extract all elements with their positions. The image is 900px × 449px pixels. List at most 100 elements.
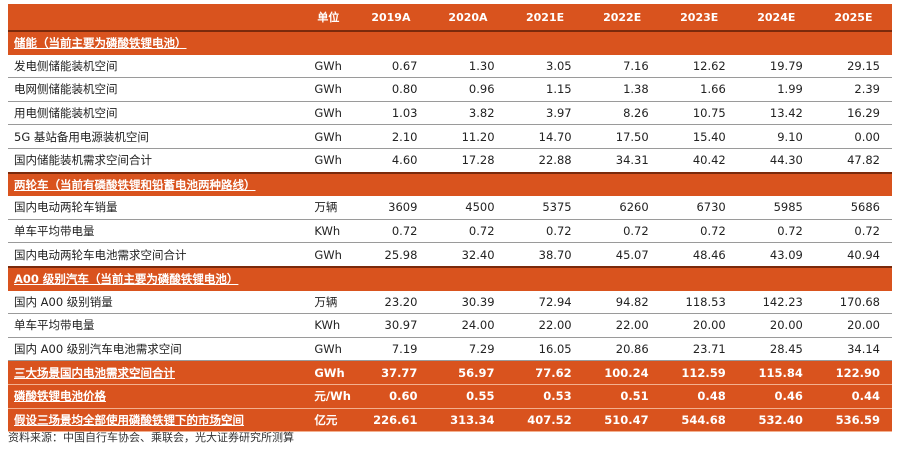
summary-value: 112.59 xyxy=(660,360,738,385)
summary-label: 磷酸铁锂电池价格 xyxy=(8,384,305,409)
row-value: 0.72 xyxy=(660,219,738,244)
row-value: 4.60 xyxy=(352,148,430,174)
row-label: 用电侧储能装机空间 xyxy=(8,101,305,126)
row-value: 40.94 xyxy=(814,242,892,268)
summary-label-text: 假设三场景均全部使用磷酸铁锂下的市场空间 xyxy=(14,412,244,427)
row-value: 3.97 xyxy=(506,101,584,126)
section-title: 两轮车（当前有磷酸铁锂和铅蓄电池两种路线） xyxy=(14,177,256,192)
row-value: 16.29 xyxy=(814,101,892,126)
summary-row: 三大场景国内电池需求空间合计 GWh 37.77 56.97 77.62 100.24 11… xyxy=(8,360,892,385)
summary-value: 536.59 xyxy=(814,408,892,433)
row-value: 7.16 xyxy=(583,54,661,79)
section-header-row: 两轮车（当前有磷酸铁锂和铅蓄电池两种路线） xyxy=(8,171,892,197)
row-value: 22.88 xyxy=(506,148,584,174)
row-value: 5686 xyxy=(814,196,892,220)
row-value: 118.53 xyxy=(660,290,738,315)
row-value: 32.40 xyxy=(429,242,507,268)
row-value: 1.38 xyxy=(583,77,661,102)
row-value: 0.72 xyxy=(429,219,507,244)
row-value: 9.10 xyxy=(737,124,815,149)
summary-row: 假设三场景均全部使用磷酸铁锂下的市场空间 亿元 226.61 313.34 407.52… xyxy=(8,408,892,433)
summary-value: 532.40 xyxy=(737,408,815,433)
row-unit: GWh xyxy=(304,242,353,268)
row-value: 20.00 xyxy=(737,313,815,338)
row-value: 29.15 xyxy=(814,54,892,79)
row-value: 17.28 xyxy=(429,148,507,174)
row-value: 0.72 xyxy=(506,219,584,244)
section-title-cell: A00 级别汽车（当前主要为磷酸铁锂电池） xyxy=(8,265,892,291)
row-value: 15.40 xyxy=(660,124,738,149)
section-title-cell: 两轮车（当前有磷酸铁锂和铅蓄电池两种路线） xyxy=(8,171,892,197)
row-value: 0.72 xyxy=(583,219,661,244)
row-value: 0.67 xyxy=(352,54,430,79)
row-value: 13.42 xyxy=(737,101,815,126)
row-value: 94.82 xyxy=(583,290,661,315)
section-title: 储能（当前主要为磷酸铁锂电池） xyxy=(14,36,187,51)
row-value: 3.05 xyxy=(506,54,584,79)
row-unit: GWh xyxy=(304,148,353,174)
table-row: 电网侧储能装机空间 GWh 0.80 0.96 1.15 1.38 1.66 1.99 2.39 xyxy=(8,77,892,102)
row-value: 170.68 xyxy=(814,290,892,315)
table-row: 用电侧储能装机空间 GWh 1.03 3.82 3.97 8.26 10.75 13.42 16… xyxy=(8,101,892,126)
row-label: 国内电动两轮车销量 xyxy=(8,196,305,220)
row-value: 12.62 xyxy=(660,54,738,79)
summary-value: 313.34 xyxy=(429,408,507,433)
row-label: 5G 基站备用电源装机空间 xyxy=(8,124,305,149)
row-value: 10.75 xyxy=(660,101,738,126)
row-value: 24.00 xyxy=(429,313,507,338)
summary-value: 0.46 xyxy=(737,384,815,409)
row-value: 19.79 xyxy=(737,54,815,79)
row-unit: GWh xyxy=(304,124,353,149)
summary-value: 100.24 xyxy=(583,360,661,385)
header-year: 2019A xyxy=(352,4,430,31)
summary-label: 假设三场景均全部使用磷酸铁锂下的市场空间 xyxy=(8,408,305,433)
table-row: 国内电动两轮车电池需求空间合计 GWh 25.98 32.40 38.70 45.07 48… xyxy=(8,242,892,268)
row-label: 国内 A00 级别销量 xyxy=(8,290,305,315)
row-value: 7.29 xyxy=(429,337,507,362)
row-value: 22.00 xyxy=(583,313,661,338)
row-value: 48.46 xyxy=(660,242,738,268)
summary-value: 0.48 xyxy=(660,384,738,409)
table-row: 单车平均带电量 KWh 30.97 24.00 22.00 22.00 20.00 20.00… xyxy=(8,313,892,338)
table-row: 国内 A00 级别销量 万辆 23.20 30.39 72.94 94.82 118.53 1… xyxy=(8,290,892,315)
summary-value: 37.77 xyxy=(352,360,430,385)
summary-value: 544.68 xyxy=(660,408,738,433)
row-value: 6260 xyxy=(583,196,661,220)
summary-value: 77.62 xyxy=(506,360,584,385)
row-value: 5985 xyxy=(737,196,815,220)
row-value: 38.70 xyxy=(506,242,584,268)
row-label: 发电侧储能装机空间 xyxy=(8,54,305,79)
table-row: 国内 A00 级别汽车电池需求空间 GWh 7.19 7.29 16.05 20.86 23… xyxy=(8,337,892,362)
row-value: 1.30 xyxy=(429,54,507,79)
row-value: 30.97 xyxy=(352,313,430,338)
summary-value: 0.55 xyxy=(429,384,507,409)
row-value: 6730 xyxy=(660,196,738,220)
header-year: 2025E xyxy=(814,4,892,31)
header-year: 2022E xyxy=(583,4,661,31)
row-value: 8.26 xyxy=(583,101,661,126)
row-value: 0.72 xyxy=(814,219,892,244)
section-header-row: A00 级别汽车（当前主要为磷酸铁锂电池） xyxy=(8,265,892,291)
summary-value: 510.47 xyxy=(583,408,661,433)
summary-value: 226.61 xyxy=(352,408,430,433)
header-row: 单位 2019A 2020A 2021E 2022E 2023E 2024E 2… xyxy=(8,4,892,31)
summary-label-text: 磷酸铁锂电池价格 xyxy=(14,389,106,404)
row-value: 1.66 xyxy=(660,77,738,102)
table-row: 国内储能装机需求空间合计 GWh 4.60 17.28 22.88 34.31 40.42 4… xyxy=(8,148,892,174)
row-value: 44.30 xyxy=(737,148,815,174)
section-header-row: 储能（当前主要为磷酸铁锂电池） xyxy=(8,30,892,55)
row-value: 3609 xyxy=(352,196,430,220)
row-value: 4500 xyxy=(429,196,507,220)
summary-value: 0.44 xyxy=(814,384,892,409)
row-value: 0.72 xyxy=(352,219,430,244)
header-year: 2024E xyxy=(737,4,815,31)
table-row: 发电侧储能装机空间 GWh 0.67 1.30 3.05 7.16 12.62 19.79 29… xyxy=(8,54,892,79)
row-value: 72.94 xyxy=(506,290,584,315)
row-value: 7.19 xyxy=(352,337,430,362)
summary-value: 0.53 xyxy=(506,384,584,409)
row-label: 国内电动两轮车电池需求空间合计 xyxy=(8,242,305,268)
row-value: 34.14 xyxy=(814,337,892,362)
row-value: 1.15 xyxy=(506,77,584,102)
row-value: 1.99 xyxy=(737,77,815,102)
summary-unit: 元/Wh xyxy=(304,384,353,409)
